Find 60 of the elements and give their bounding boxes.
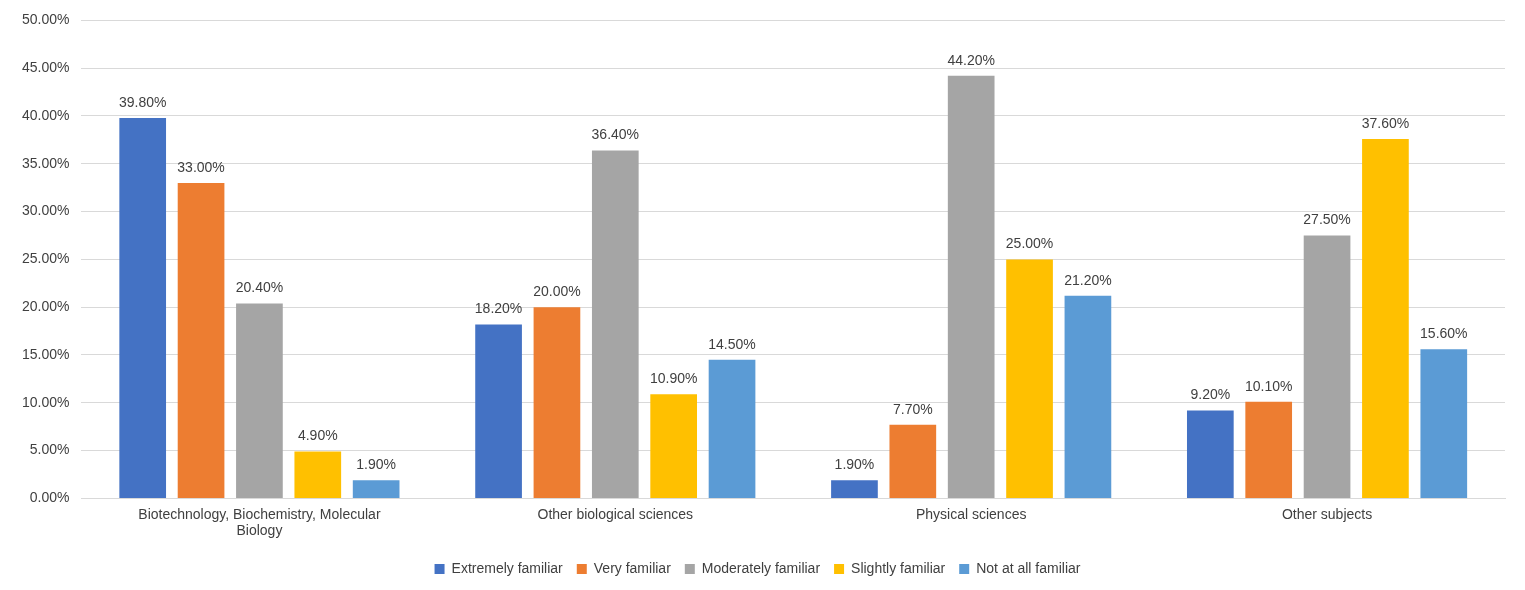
x-tick-label: Physical sciences: [915, 505, 1027, 522]
data-label: 37.60%: [1361, 114, 1410, 131]
bar: [294, 451, 342, 498]
y-tick-label: 0.00%: [29, 489, 70, 506]
x-tick-label: Biotechnology, Biochemistry, Molecular Biology: [138, 505, 381, 539]
y-tick-label: 25.00%: [22, 250, 70, 267]
y-tick-label: 5.00%: [29, 441, 70, 458]
data-label: 44.20%: [947, 51, 995, 68]
data-label: 15.60%: [1420, 325, 1468, 342]
x-tick-label: Other subjects: [1281, 505, 1373, 522]
bar: [1006, 259, 1053, 498]
bar: [352, 480, 400, 498]
data-label: 25.00%: [1005, 235, 1054, 252]
y-tick-label: 20.00%: [22, 298, 70, 315]
bar: [1245, 401, 1293, 498]
data-label: 20.00%: [533, 283, 581, 300]
bar: [831, 480, 878, 498]
bar: [1064, 295, 1112, 498]
data-label: 10.90%: [649, 370, 698, 387]
bar: [533, 307, 581, 498]
data-label: 36.40%: [591, 126, 640, 143]
legend-label: Moderately familiar: [701, 559, 821, 576]
y-tick-label: 35.00%: [22, 154, 70, 171]
data-label: 7.70%: [892, 400, 933, 417]
legend-label: Extremely familiar: [451, 559, 564, 576]
y-tick-label: 30.00%: [22, 202, 70, 219]
data-label: 27.50%: [1303, 211, 1351, 228]
bar: [947, 75, 995, 498]
data-label: 1.90%: [356, 456, 396, 473]
data-label: 20.40%: [235, 279, 284, 296]
data-label: 14.50%: [708, 335, 756, 352]
data-label: 4.90%: [297, 427, 338, 444]
data-label: 39.80%: [118, 93, 167, 110]
bar: [1362, 138, 1409, 498]
bar: [119, 117, 167, 498]
y-tick-label: 15.00%: [22, 345, 70, 362]
bar: [236, 303, 283, 498]
data-label: 9.20%: [1190, 386, 1231, 403]
bar: [1420, 349, 1468, 498]
y-tick-label: 10.00%: [22, 393, 70, 410]
data-label: 18.20%: [474, 300, 523, 317]
data-label: 1.90%: [834, 456, 875, 473]
data-label: 33.00%: [177, 158, 225, 175]
x-tick-label: Other biological sciences: [537, 505, 694, 522]
bar: [889, 424, 937, 498]
y-tick-label: 45.00%: [22, 59, 70, 76]
bar: [708, 359, 756, 498]
legend-label: Slightly familiar: [851, 559, 946, 576]
data-label: 21.20%: [1064, 271, 1112, 288]
data-label: 10.10%: [1244, 377, 1293, 394]
legend-label: Very familiar: [593, 559, 672, 576]
bar: [650, 394, 698, 498]
legend-label: Not at all familiar: [976, 559, 1081, 576]
bar: [1303, 235, 1351, 498]
y-tick-label: 40.00%: [22, 106, 70, 123]
bar: [475, 324, 522, 498]
bar: [591, 150, 639, 498]
bar: [177, 182, 225, 498]
y-tick-label: 50.00%: [22, 11, 70, 28]
bar: [1186, 410, 1234, 498]
